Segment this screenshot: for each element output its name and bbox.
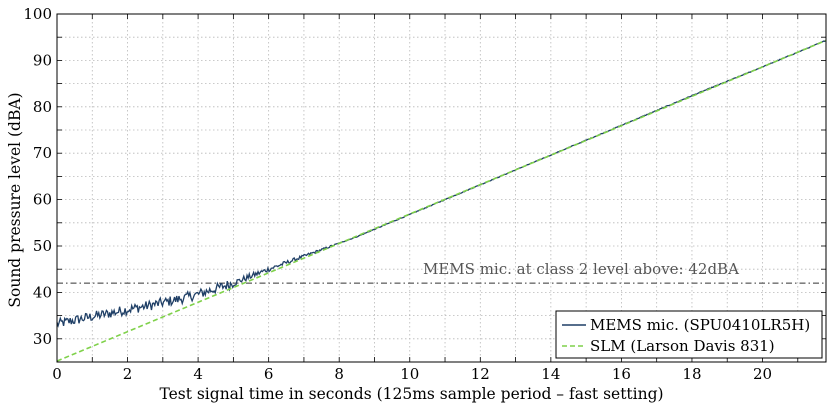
y-tick-label: 60	[33, 191, 52, 209]
plot-area-border	[56, 13, 827, 363]
legend-label-slm: SLM (Larson Davis 831)	[590, 337, 775, 355]
legend-label-mems: MEMS mic. (SPU0410LR5H)	[590, 316, 810, 334]
y-tick-label: 40	[33, 283, 52, 301]
x-tick-label: 10	[400, 365, 419, 383]
x-tick-label: 0	[52, 365, 62, 383]
x-tick-label: 4	[193, 365, 203, 383]
x-tick-label: 8	[334, 365, 344, 383]
x-tick-label: 6	[264, 365, 274, 383]
y-tick-label: 70	[33, 144, 52, 162]
legend-box	[555, 310, 823, 359]
tick-labels: 0 2 4 6 8 10 12 14 16 18 20 30 40 50 60 70 80 90 100	[23, 5, 772, 383]
series-group	[56, 39, 827, 362]
reference-line-label: MEMS mic. at class 2 level above: 42dBA	[423, 260, 739, 278]
x-tick-label: 18	[682, 365, 701, 383]
x-tick-label: 20	[753, 365, 772, 383]
x-tick-label: 12	[471, 365, 490, 383]
y-axis-title: Sound pressure level (dBA)	[6, 92, 24, 307]
y-tick-label: 90	[33, 51, 52, 69]
x-tick-label: 2	[123, 365, 133, 383]
legend: MEMS mic. (SPU0410LR5H) SLM (Larson Davi…	[555, 310, 823, 359]
y-tick-label: 80	[33, 98, 52, 116]
y-tick-label: 50	[33, 237, 52, 255]
x-axis-title: Test signal time in seconds (125ms sampl…	[159, 385, 663, 403]
series-line-slm	[56, 39, 827, 362]
x-tick-label: 14	[541, 365, 560, 383]
y-tick-label: 30	[33, 330, 52, 348]
x-tick-label: 16	[612, 365, 631, 383]
y-tick-label: 100	[23, 5, 52, 23]
plot-frame	[56, 13, 827, 363]
grid	[56, 13, 826, 363]
